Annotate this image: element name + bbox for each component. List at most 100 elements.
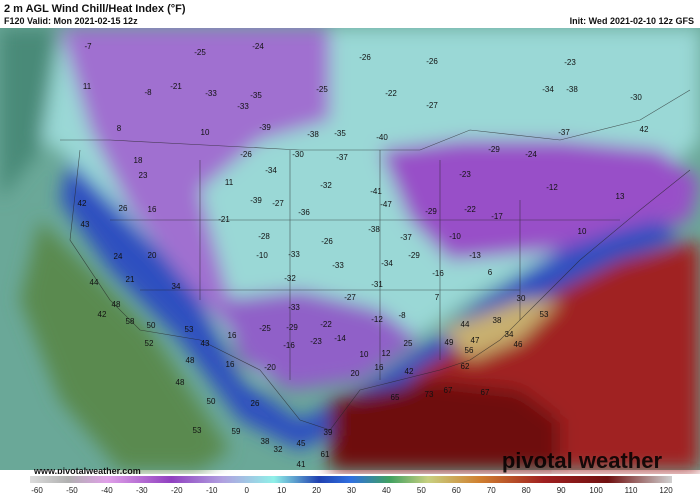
colorbar-tick-label: 60 bbox=[452, 486, 461, 495]
map-value: 16 bbox=[228, 331, 237, 340]
map-value: 61 bbox=[321, 450, 330, 459]
map-value: 45 bbox=[297, 439, 306, 448]
map-value: 44 bbox=[90, 278, 99, 287]
map-value: -24 bbox=[525, 150, 537, 159]
colorbar-tick-label: -40 bbox=[101, 486, 113, 495]
map-value: -29 bbox=[408, 251, 420, 260]
map-value: 65 bbox=[391, 393, 400, 402]
map-value: -38 bbox=[307, 130, 319, 139]
map-value: 10 bbox=[578, 227, 587, 236]
map-value: 53 bbox=[185, 325, 194, 334]
map-value: -26 bbox=[240, 150, 252, 159]
map-value: 67 bbox=[481, 388, 490, 397]
colorbar-tick-label: 110 bbox=[625, 486, 638, 495]
valid-time: F120 Valid: Mon 2021-02-15 12z bbox=[4, 16, 138, 26]
map-value: 50 bbox=[207, 397, 216, 406]
map-value: -34 bbox=[381, 259, 393, 268]
map-value: -37 bbox=[558, 128, 570, 137]
map-value: -16 bbox=[283, 341, 295, 350]
map-value: 46 bbox=[514, 340, 523, 349]
colorbar bbox=[30, 476, 672, 483]
map-value: 52 bbox=[145, 339, 154, 348]
map-value: 44 bbox=[461, 320, 470, 329]
map-value: 42 bbox=[640, 125, 649, 134]
map-value: 53 bbox=[540, 310, 549, 319]
colorbar-tick-label: 40 bbox=[382, 486, 391, 495]
map-value: 23 bbox=[139, 171, 148, 180]
map-value: 18 bbox=[134, 156, 143, 165]
borders bbox=[60, 89, 691, 431]
map-value: -24 bbox=[252, 42, 264, 51]
map-value: 38 bbox=[493, 316, 502, 325]
map-value: -10 bbox=[256, 251, 268, 260]
map-value: -29 bbox=[488, 145, 500, 154]
map-value: -26 bbox=[321, 237, 333, 246]
map-value: -23 bbox=[459, 170, 471, 179]
map-value: -47 bbox=[380, 200, 392, 209]
map-value: -41 bbox=[370, 187, 382, 196]
map-value: -8 bbox=[398, 311, 406, 320]
map-value: 42 bbox=[78, 199, 87, 208]
map-value: -20 bbox=[264, 363, 276, 372]
colorbar-tick-label: 80 bbox=[522, 486, 531, 495]
map-value: 42 bbox=[405, 367, 414, 376]
colorbar-tick-label: -50 bbox=[66, 486, 78, 495]
map-value: -37 bbox=[400, 233, 412, 242]
map-value: -8 bbox=[144, 88, 152, 97]
map-value: -27 bbox=[426, 101, 438, 110]
map-value: -7 bbox=[84, 42, 92, 51]
map-value: -38 bbox=[368, 225, 380, 234]
map-value: -35 bbox=[334, 129, 346, 138]
map-value: -35 bbox=[250, 91, 262, 100]
map-value: 13 bbox=[616, 192, 625, 201]
map-value: -21 bbox=[218, 215, 230, 224]
map-value: -33 bbox=[332, 261, 344, 270]
map-value: -17 bbox=[491, 212, 503, 221]
map-value: 58 bbox=[126, 317, 135, 326]
map-value: -30 bbox=[630, 93, 642, 102]
map-value: -29 bbox=[286, 323, 298, 332]
map-value: -38 bbox=[566, 85, 578, 94]
map-value: 10 bbox=[360, 350, 369, 359]
colorbar-tick-label: -60 bbox=[31, 486, 43, 495]
map-value: -16 bbox=[432, 269, 444, 278]
map-value: -33 bbox=[237, 102, 249, 111]
field bbox=[0, 28, 700, 470]
colorbar-tick-label: -30 bbox=[136, 486, 148, 495]
map-value: 49 bbox=[445, 338, 454, 347]
map-value: -27 bbox=[344, 293, 356, 302]
map-value: 24 bbox=[114, 252, 123, 261]
map-value: -26 bbox=[359, 53, 371, 62]
map-value: 47 bbox=[471, 336, 480, 345]
map-value: -27 bbox=[272, 199, 284, 208]
map-value: -21 bbox=[170, 82, 182, 91]
map-value: 73 bbox=[425, 390, 434, 399]
map-value: 59 bbox=[232, 427, 241, 436]
colorbar-tick-label: 90 bbox=[557, 486, 566, 495]
map-value: 11 bbox=[225, 178, 234, 187]
map-value: 56 bbox=[465, 346, 474, 355]
map-value: -25 bbox=[316, 85, 328, 94]
map-value: -33 bbox=[288, 303, 300, 312]
map-value: 43 bbox=[81, 220, 90, 229]
map-value: -30 bbox=[292, 150, 304, 159]
colorbar-tick-label: 120 bbox=[659, 486, 673, 495]
map-value: 32 bbox=[274, 445, 283, 454]
map-value: 53 bbox=[193, 426, 202, 435]
map-value: -22 bbox=[385, 89, 397, 98]
site-url: www.pivotalweather.com bbox=[33, 466, 141, 476]
colorbar-tick-label: 70 bbox=[487, 486, 496, 495]
map-value: 67 bbox=[444, 386, 453, 395]
map-value: 25 bbox=[404, 339, 413, 348]
map-value: 16 bbox=[148, 205, 157, 214]
map-value: -31 bbox=[371, 280, 383, 289]
map-value: 21 bbox=[126, 275, 135, 284]
map-value: -23 bbox=[564, 58, 576, 67]
map-value: 20 bbox=[351, 369, 360, 378]
map-value: -37 bbox=[336, 153, 348, 162]
map-value: 42 bbox=[98, 310, 107, 319]
map-value: 62 bbox=[461, 362, 470, 371]
colorbar-tick-label: 30 bbox=[347, 486, 356, 495]
map-value: 6 bbox=[488, 268, 493, 277]
colorbar-tick-label: 50 bbox=[417, 486, 426, 495]
